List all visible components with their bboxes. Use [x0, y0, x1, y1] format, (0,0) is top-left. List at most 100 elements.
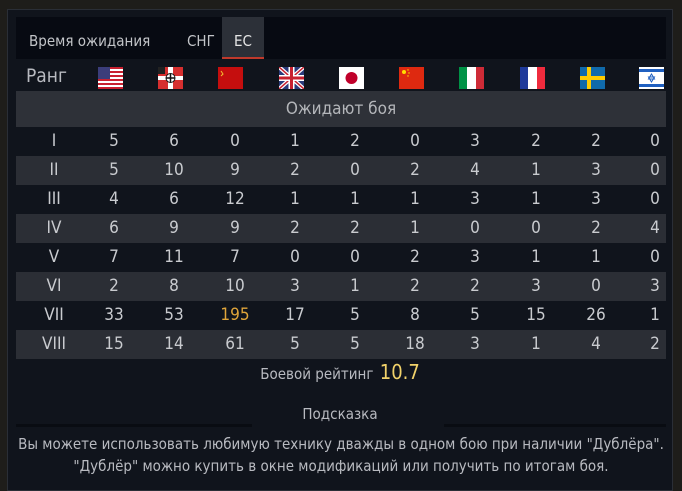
- hint-title: Подсказка: [302, 405, 378, 423]
- queue-table: I 5 6 0 1 2 0 3 2 2 0 II 5 10 9 2 0 2 4 1 3 0 III 4 6 12 1 1 1 3 1 3 0 IV…: [16, 127, 666, 359]
- count-cell-ussr: 9: [230, 218, 240, 238]
- count-cell-japan: 5: [350, 305, 360, 325]
- battle-rating-label: Боевой рейтинг: [260, 365, 374, 383]
- rank-cell: VIII: [42, 334, 66, 354]
- israel-flag-icon: [639, 67, 664, 89]
- rank-cell: VII: [44, 305, 64, 325]
- count-cell-japan: 5: [350, 334, 360, 354]
- count-cell-israel: 2: [650, 334, 660, 354]
- count-cell-sweden: 2: [591, 131, 601, 151]
- count-cell-israel: 3: [650, 276, 660, 296]
- count-cell-usa: 4: [109, 189, 119, 209]
- count-cell-france: 2: [531, 131, 541, 151]
- ussr-flag-icon: [218, 67, 243, 89]
- rank-cell: VI: [46, 276, 62, 296]
- count-cell-france: 1: [531, 189, 541, 209]
- count-cell-germany: 9: [169, 218, 179, 238]
- count-cell-japan: 1: [350, 189, 360, 209]
- count-cell-uk: 3: [290, 276, 300, 296]
- count-cell-uk: 2: [290, 160, 300, 180]
- count-cell-usa: 6: [109, 218, 119, 238]
- count-cell-sweden: 3: [591, 160, 601, 180]
- count-cell-china: 18: [405, 334, 425, 354]
- count-cell-ussr: 12: [225, 189, 245, 209]
- tab-bar: Время ожидания СНГ ЕС: [16, 17, 666, 59]
- rank-cell: V: [48, 247, 60, 267]
- count-cell-sweden: 26: [586, 305, 606, 325]
- count-cell-usa: 2: [109, 276, 119, 296]
- count-cell-china: 1: [410, 218, 420, 238]
- count-cell-germany: 6: [169, 189, 179, 209]
- count-cell-italy: 3: [470, 131, 480, 151]
- count-cell-china: 2: [410, 160, 420, 180]
- count-cell-usa: 5: [109, 160, 119, 180]
- rank-cell: III: [47, 189, 61, 209]
- china-flag-icon: [399, 67, 424, 89]
- table-row: III 4 6 12 1 1 1 3 1 3 0: [16, 185, 666, 214]
- count-cell-sweden: 3: [591, 189, 601, 209]
- count-cell-germany: 53: [164, 305, 184, 325]
- count-cell-uk: 0: [290, 247, 300, 267]
- table-row: VII 33 53 195 17 5 8 5 15 26 1: [16, 301, 666, 330]
- count-cell-france: 1: [531, 334, 541, 354]
- waiting-header: Ожидают боя: [16, 91, 666, 127]
- count-cell-israel: 0: [650, 160, 660, 180]
- rank-cell: IV: [46, 218, 62, 238]
- count-cell-germany: 10: [164, 160, 184, 180]
- count-cell-uk: 1: [290, 189, 300, 209]
- count-cell-usa: 33: [104, 305, 124, 325]
- count-cell-france: 1: [531, 247, 541, 267]
- count-cell-france: 0: [531, 218, 541, 238]
- tab-wait-time[interactable]: Время ожидания: [29, 32, 151, 50]
- table-row: I 5 6 0 1 2 0 3 2 2 0: [16, 127, 666, 156]
- queue-panel: Время ожидания СНГ ЕС Ранг Ожидают боя I…: [7, 9, 673, 491]
- count-cell-china: 8: [410, 305, 420, 325]
- table-row: IV 6 9 9 2 2 1 0 0 2 4: [16, 214, 666, 243]
- count-cell-italy: 3: [470, 247, 480, 267]
- count-cell-israel: 0: [650, 131, 660, 151]
- count-cell-italy: 0: [470, 218, 480, 238]
- count-cell-sweden: 2: [591, 218, 601, 238]
- count-cell-france: 1: [531, 160, 541, 180]
- count-cell-germany: 11: [164, 247, 184, 267]
- table-row: II 5 10 9 2 0 2 4 1 3 0: [16, 156, 666, 185]
- table-row: VI 2 8 10 3 1 2 2 3 0 3: [16, 272, 666, 301]
- count-cell-china: 1: [410, 189, 420, 209]
- count-cell-italy: 4: [470, 160, 480, 180]
- count-cell-china: 0: [410, 131, 420, 151]
- tab-cis[interactable]: СНГ: [187, 32, 215, 50]
- table-row: VIII 15 14 61 5 5 18 3 1 4 2: [16, 330, 666, 359]
- tab-eu[interactable]: ЕС: [222, 17, 264, 59]
- count-cell-sweden: 0: [591, 276, 601, 296]
- rank-label: Ранг: [26, 65, 67, 87]
- count-cell-ussr: 10: [225, 276, 245, 296]
- count-cell-france: 15: [526, 305, 546, 325]
- usa-flag-icon: [98, 67, 123, 89]
- count-cell-italy: 3: [470, 334, 480, 354]
- count-cell-germany: 8: [169, 276, 179, 296]
- rank-cell: I: [51, 131, 57, 151]
- italy-flag-icon: [459, 67, 484, 89]
- sweden-flag-icon: [580, 67, 605, 89]
- germany-flag-icon: [158, 67, 183, 89]
- count-cell-israel: 4: [650, 218, 660, 238]
- count-cell-israel: 0: [650, 247, 660, 267]
- count-cell-ussr: 0: [230, 131, 240, 151]
- battle-rating-value: 10.7: [379, 360, 420, 384]
- count-cell-sweden: 1: [591, 247, 601, 267]
- count-cell-japan: 1: [350, 276, 360, 296]
- count-cell-israel: 1: [650, 305, 660, 325]
- count-cell-ussr: 9: [230, 160, 240, 180]
- count-cell-japan: 2: [350, 131, 360, 151]
- divider-right: [444, 424, 666, 427]
- count-cell-ussr: 7: [230, 247, 240, 267]
- divider-left: [16, 424, 252, 427]
- japan-flag-icon: [339, 67, 364, 89]
- count-cell-uk: 1: [290, 131, 300, 151]
- count-cell-ussr: 61: [225, 334, 245, 354]
- rank-cell: II: [49, 160, 59, 180]
- count-cell-israel: 0: [650, 189, 660, 209]
- hint-text: Вы можете использовать любимую технику д…: [18, 435, 664, 475]
- count-cell-usa: 15: [104, 334, 124, 354]
- count-cell-germany: 14: [164, 334, 184, 354]
